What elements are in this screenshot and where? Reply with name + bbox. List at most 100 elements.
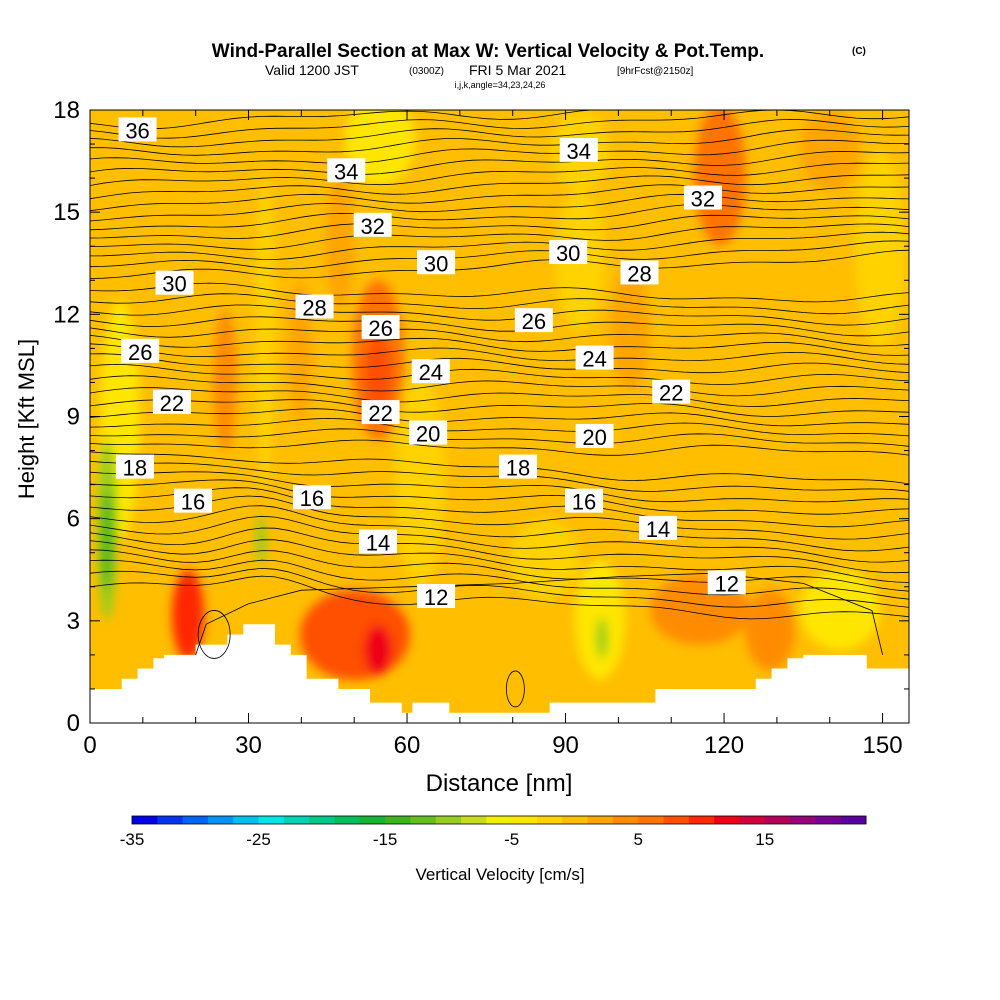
x-axis: 0 30 60 90 120 150 — [83, 110, 903, 759]
contour-label: 26 — [128, 340, 152, 365]
theta-contour-line — [90, 327, 909, 347]
colorbar-swatch — [587, 816, 614, 824]
theta-contour-line — [90, 471, 909, 503]
colorbar-tick-label: 5 — [633, 830, 642, 849]
theta-contour-line — [90, 387, 909, 407]
contour-label-box — [514, 308, 553, 333]
theta-contour-line — [90, 293, 909, 315]
x-tick-label: 120 — [704, 732, 744, 759]
contour-label: 36 — [125, 118, 149, 143]
contour-label-box — [361, 400, 400, 425]
theta-contour-line — [90, 174, 909, 200]
downdraft-right-edge — [855, 150, 905, 350]
contour-label: 26 — [522, 309, 546, 334]
updraft-core-center-inner — [364, 335, 392, 415]
y-tick-label: 12 — [53, 301, 80, 328]
contour-label-box — [565, 488, 604, 513]
colorbar-tick-label: -15 — [373, 830, 398, 849]
terrain — [90, 624, 909, 723]
contour-label-box — [417, 250, 456, 275]
downdraft-low-right — [800, 570, 880, 650]
contour-label: 12 — [714, 571, 738, 596]
colorbar-swatch — [410, 816, 437, 824]
colorbar-swatch — [790, 816, 816, 824]
contour-label-box — [121, 338, 160, 363]
section-info: i,j,k,angle=34,23,24,26 — [455, 80, 546, 90]
contour-label-box — [155, 270, 194, 295]
subtitle-valid-time: Valid 1200 JST — [265, 62, 359, 78]
colorbar-swatch — [840, 816, 867, 824]
contour-label: 22 — [160, 391, 184, 416]
colorbar-swatch — [233, 816, 259, 824]
y-axis-label: Height [Kft MSL] — [14, 339, 39, 499]
contour-label-box — [292, 485, 331, 510]
colorbar-swatch — [663, 816, 690, 824]
x-tick-label: 0 — [83, 732, 96, 759]
theta-contour-line — [90, 203, 909, 231]
contour-label-box — [174, 488, 213, 513]
contour-label-box — [409, 420, 448, 445]
theta-contour-line — [90, 249, 909, 279]
colorbar-tick-label: -35 — [120, 830, 145, 849]
colorbar-swatch — [283, 816, 310, 824]
theta-contour-line — [90, 417, 909, 437]
theta-contour-line — [90, 129, 909, 156]
theta-contour-line — [90, 162, 909, 186]
colorbar — [131, 815, 867, 825]
subtitle-forecast: [9hrFcst@2150z] — [617, 66, 694, 77]
colorbar-swatch — [182, 816, 209, 824]
theta-contour-line — [90, 539, 909, 583]
contour-label-box — [417, 583, 456, 608]
updraft-upper-mid — [326, 170, 354, 310]
colorbar-swatch — [461, 816, 487, 824]
colorbar-swatch — [764, 816, 791, 824]
contour-label-box — [575, 423, 614, 448]
theta-contour-line — [90, 118, 909, 148]
theta-contour-line — [195, 572, 883, 656]
theta-contour-line — [90, 151, 909, 175]
chart-subtitle: Valid 1200 JST (0300Z) FRI 5 Mar 2021 [9… — [265, 62, 694, 78]
updraft-low-center — [300, 590, 410, 680]
colorbar-ticks: -35 -25 -15 -5 5 15 — [120, 830, 775, 849]
y-tick-label: 6 — [67, 506, 80, 533]
theta-contour-line — [90, 214, 909, 239]
contour-label-box — [707, 570, 746, 595]
contour-label: 12 — [424, 585, 448, 610]
colorbar-swatch — [688, 816, 715, 824]
contour-label-box — [118, 117, 157, 142]
updraft-low-center-inner — [364, 625, 392, 675]
updraft-top-right — [800, 110, 860, 190]
colorbar-swatch — [385, 816, 411, 824]
colorbar-swatch — [486, 816, 513, 824]
colorbar-swatch — [714, 816, 740, 824]
y-tick-label: 9 — [67, 404, 80, 431]
downdraft-left-column — [255, 170, 275, 490]
theta-contour-line — [90, 479, 909, 515]
contour-label: 30 — [424, 251, 448, 276]
colorbar-swatch — [334, 816, 361, 824]
theta-contour-line — [90, 193, 909, 222]
contour-label-box — [361, 314, 400, 339]
colorbar-swatch — [435, 816, 462, 824]
theta-contour-line — [90, 549, 909, 592]
contour-label: 16 — [572, 490, 596, 515]
theta-contour-line — [90, 353, 909, 374]
contour-label: 32 — [360, 214, 384, 239]
contour-label: 24 — [582, 347, 606, 372]
contour-label-box — [353, 212, 392, 237]
contour-label-box — [498, 454, 537, 479]
theta-contour-line — [90, 408, 909, 427]
colorbar-swatch — [359, 816, 386, 824]
theta-contour-line — [90, 282, 909, 303]
contour-label: 32 — [691, 187, 715, 212]
contour-label: 22 — [659, 381, 683, 406]
subtitle-utc: (0300Z) — [409, 66, 444, 77]
theta-contour-line — [90, 527, 909, 574]
theta-contour-line — [90, 334, 909, 356]
colorbar-swatch — [309, 816, 335, 824]
contour-label: 22 — [368, 401, 392, 426]
contour-label-box — [115, 454, 154, 479]
contour-label: 34 — [567, 139, 591, 164]
contour-label: 18 — [123, 456, 147, 481]
